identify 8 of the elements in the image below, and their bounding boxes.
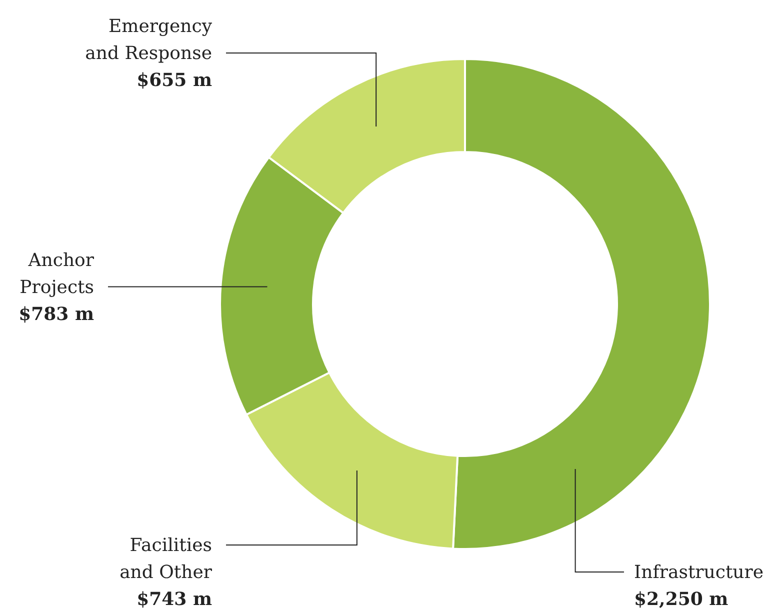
data-label: $2,250 m — [634, 589, 728, 610]
data-label: $783 m — [18, 304, 94, 325]
slice-label: Facilities and Other — [120, 535, 212, 583]
data-label: $743 m — [136, 589, 212, 610]
slice-label: Emergency and Response — [85, 16, 213, 64]
slice-label: Anchor Projects — [20, 250, 94, 298]
data-label: $655 m — [136, 70, 212, 91]
slice-label: Infrastructure — [634, 562, 764, 583]
